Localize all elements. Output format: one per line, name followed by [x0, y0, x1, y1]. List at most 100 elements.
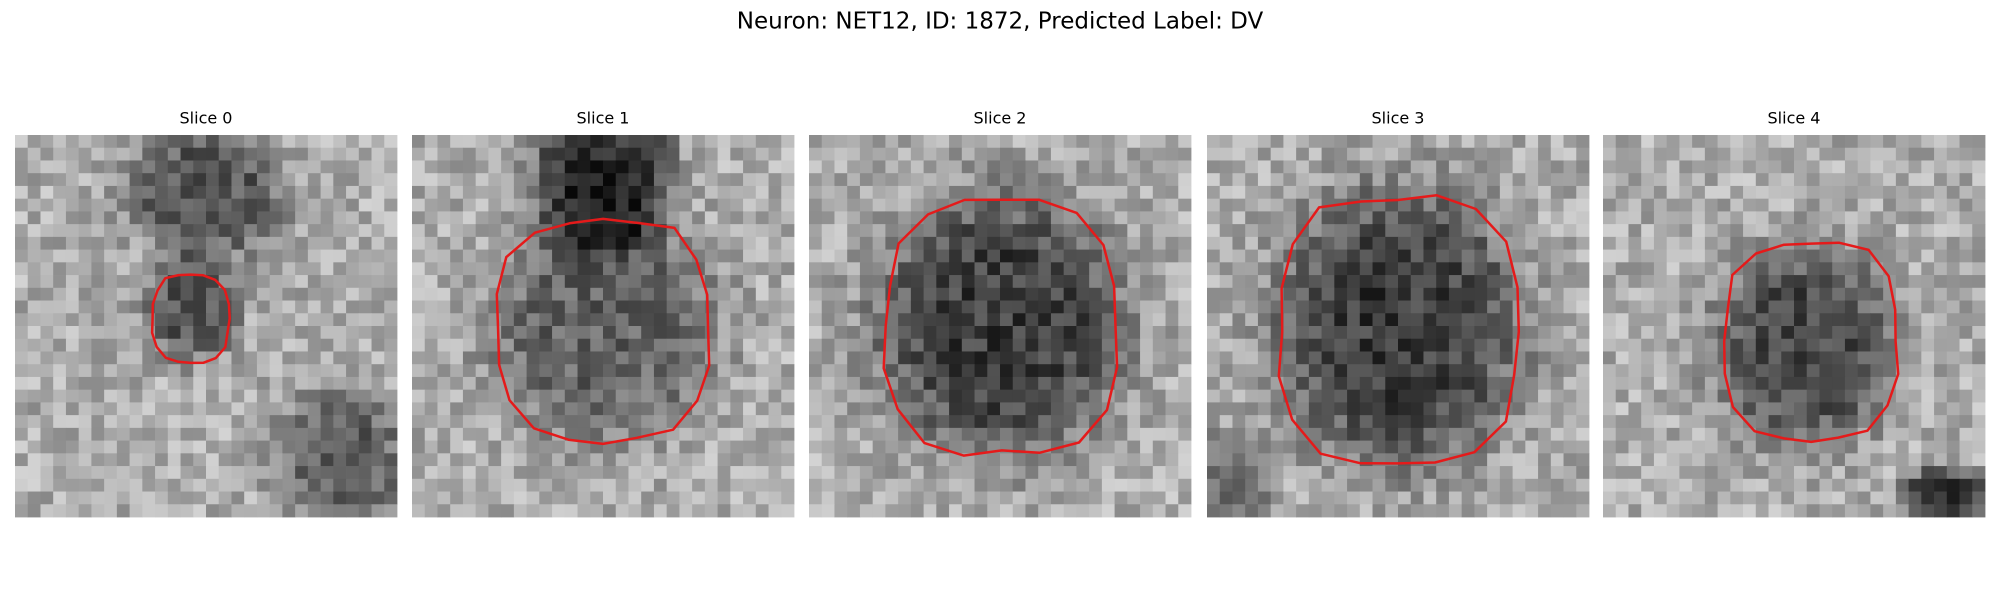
pixel	[1538, 402, 1552, 416]
pixel	[1704, 364, 1718, 378]
pixel	[358, 466, 372, 480]
pixel	[1296, 211, 1310, 225]
pixel	[1653, 427, 1668, 441]
pixel	[307, 389, 321, 403]
pixel	[1127, 376, 1141, 391]
pixel	[872, 262, 886, 276]
pixel	[1050, 224, 1065, 238]
pixel	[104, 147, 118, 161]
pixel	[1615, 160, 1629, 174]
pixel	[462, 185, 477, 200]
pixel	[539, 287, 553, 301]
pixel	[1410, 236, 1424, 250]
pixel	[603, 135, 617, 149]
pixel	[1730, 160, 1744, 174]
pixel	[1781, 453, 1795, 467]
pixel	[1946, 338, 1960, 352]
pixel	[1538, 211, 1552, 225]
pixel	[768, 478, 782, 492]
pixel	[859, 262, 874, 276]
pixel	[859, 135, 874, 149]
pixel	[1076, 415, 1090, 429]
pixel	[1232, 351, 1246, 365]
pixel	[821, 338, 835, 352]
pixel	[1972, 326, 1986, 340]
pixel	[923, 275, 937, 289]
pixel	[1423, 173, 1437, 187]
pixel	[513, 147, 527, 161]
pixel	[730, 402, 744, 416]
pixel	[885, 478, 899, 492]
pixel	[628, 466, 642, 480]
pixel	[552, 236, 566, 250]
pixel	[679, 211, 693, 225]
pixel	[53, 287, 67, 301]
pixel	[1717, 249, 1731, 263]
pixel	[1755, 300, 1769, 314]
pixel	[847, 504, 861, 518]
pixel	[603, 275, 617, 289]
pixel	[1653, 287, 1668, 301]
pixel	[358, 249, 372, 263]
pixel	[513, 287, 527, 301]
pixel	[1794, 300, 1808, 314]
pixel	[577, 389, 591, 403]
pixel	[295, 185, 309, 200]
pixel	[1487, 147, 1501, 161]
pixel	[1538, 173, 1552, 187]
pixel	[1025, 491, 1039, 505]
pixel	[526, 198, 540, 212]
pixel	[834, 147, 848, 161]
pixel	[475, 453, 489, 467]
pixel	[1245, 224, 1259, 238]
pixel	[1781, 287, 1795, 301]
pixel	[1347, 364, 1361, 378]
pixel	[513, 300, 527, 314]
pixel	[1550, 198, 1564, 212]
pixel	[1127, 173, 1141, 187]
pixel	[949, 185, 963, 200]
pixel	[1270, 224, 1284, 238]
pixel	[180, 440, 194, 454]
pixel	[1050, 275, 1065, 289]
pixel	[206, 185, 220, 200]
pixel	[104, 478, 118, 492]
pixel	[1127, 147, 1141, 161]
pixel	[1025, 338, 1039, 352]
pixel	[1114, 453, 1128, 467]
pixel	[1219, 147, 1233, 161]
pixel	[923, 287, 937, 301]
pixel	[53, 415, 67, 429]
pixel	[564, 504, 578, 518]
pixel	[269, 135, 283, 149]
pixel	[1781, 262, 1795, 276]
pixel	[1653, 491, 1668, 505]
pixel	[1178, 300, 1192, 314]
pixel	[1114, 147, 1128, 161]
pixel	[1615, 466, 1629, 480]
pixel	[1114, 491, 1128, 505]
pixel	[526, 326, 540, 340]
pixel	[1857, 364, 1871, 378]
pixel	[1038, 313, 1052, 327]
pixel	[78, 147, 92, 161]
pixel	[206, 338, 220, 352]
pixel	[1959, 135, 1973, 149]
pixel	[1525, 224, 1539, 238]
pixel	[333, 453, 347, 467]
pixel	[1832, 135, 1846, 149]
pixel	[1283, 427, 1297, 441]
pixel	[295, 147, 309, 161]
pixel	[1819, 351, 1833, 365]
pixel	[1140, 453, 1154, 467]
pixel	[910, 504, 924, 518]
pixel	[1101, 224, 1115, 238]
pixel	[821, 300, 835, 314]
pixel	[91, 326, 105, 340]
pixel	[1959, 262, 1973, 276]
pixel	[692, 351, 706, 365]
pixel	[743, 262, 757, 276]
pixel	[1385, 236, 1399, 250]
pixel	[1603, 236, 1617, 250]
pixel	[577, 466, 591, 480]
